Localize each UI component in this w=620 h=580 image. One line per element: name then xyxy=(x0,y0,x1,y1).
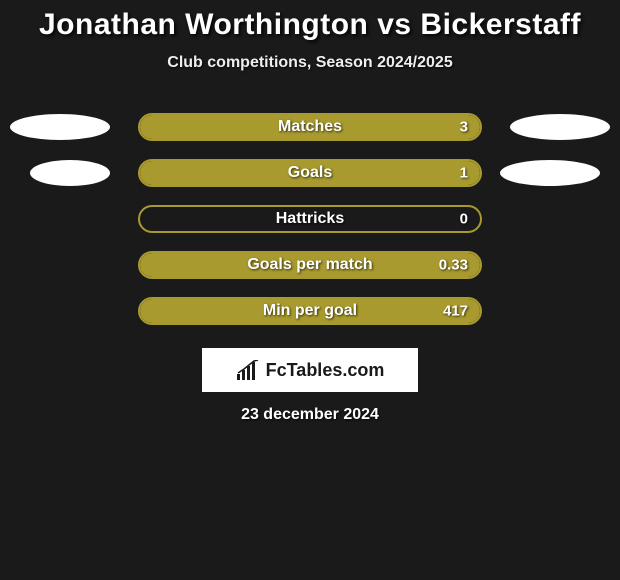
stat-label: Goals xyxy=(140,164,480,182)
stat-row: Matches3 xyxy=(0,104,620,150)
stat-label: Matches xyxy=(140,118,480,136)
bars-icon xyxy=(236,360,260,380)
stat-row: Goals1 xyxy=(0,150,620,196)
left-oval xyxy=(10,114,110,140)
chart-title: Jonathan Worthington vs Bickerstaff xyxy=(0,8,620,42)
stat-bar: Goals1 xyxy=(138,159,482,187)
stat-row: Min per goal417 xyxy=(0,288,620,334)
chart-date: 23 december 2024 xyxy=(0,406,620,424)
stats-rows: Matches3Goals1Hattricks0Goals per match0… xyxy=(0,104,620,334)
stat-bar: Min per goal417 xyxy=(138,297,482,325)
left-oval xyxy=(30,160,110,186)
stat-value: 0.33 xyxy=(439,257,468,274)
right-oval xyxy=(500,160,600,186)
brand-box: FcTables.com xyxy=(202,348,418,392)
stat-label: Goals per match xyxy=(140,256,480,274)
stat-bar: Hattricks0 xyxy=(138,205,482,233)
stat-value: 417 xyxy=(443,303,468,320)
stat-label: Min per goal xyxy=(140,302,480,320)
stat-value: 0 xyxy=(460,211,468,228)
right-oval xyxy=(510,114,610,140)
stat-bar: Goals per match0.33 xyxy=(138,251,482,279)
stat-label: Hattricks xyxy=(140,210,480,228)
stat-row: Hattricks0 xyxy=(0,196,620,242)
stat-bar: Matches3 xyxy=(138,113,482,141)
brand-label: FcTables.com xyxy=(266,360,385,381)
chart-subtitle: Club competitions, Season 2024/2025 xyxy=(0,54,620,72)
stat-value: 3 xyxy=(460,119,468,136)
stat-value: 1 xyxy=(460,165,468,182)
stat-row: Goals per match0.33 xyxy=(0,242,620,288)
